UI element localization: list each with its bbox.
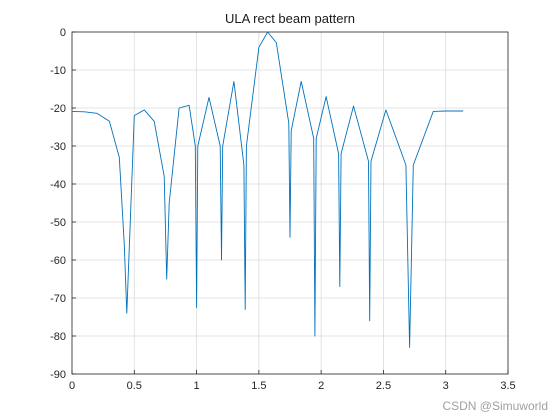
x-tick-label: 1 bbox=[194, 380, 200, 392]
y-tick-label: -90 bbox=[50, 369, 66, 381]
y-tick-label: -60 bbox=[50, 255, 66, 267]
y-tick-label: 0 bbox=[60, 27, 66, 39]
y-tick-label: -40 bbox=[50, 179, 66, 191]
x-tick-label: 2.5 bbox=[376, 380, 391, 392]
y-tick-label: -80 bbox=[50, 331, 66, 343]
y-tick-label: -10 bbox=[50, 65, 66, 77]
y-tick-label: -30 bbox=[50, 141, 66, 153]
ticks: 0 0.5 1 1.5 2 2.5 3 3.5 0 -10 -20 -30 -40 -50 -60 -70 -8… bbox=[50, 27, 516, 392]
chart-title: ULA rect beam pattern bbox=[225, 11, 355, 26]
x-tick-label: 0 bbox=[69, 380, 75, 392]
watermark: CSDN @Simuworld bbox=[442, 399, 548, 413]
y-tick-label: -70 bbox=[50, 293, 66, 305]
axes-box bbox=[71, 31, 509, 375]
y-tick-label: -50 bbox=[50, 217, 66, 229]
x-tick-label: 1.5 bbox=[251, 380, 266, 392]
beam-pattern-line bbox=[71, 31, 464, 348]
series bbox=[71, 31, 464, 348]
x-tick-label: 3.5 bbox=[500, 380, 515, 392]
x-tick-label: 0.5 bbox=[127, 380, 142, 392]
x-tick-label: 3 bbox=[443, 380, 449, 392]
y-tick-label: -20 bbox=[50, 103, 66, 115]
x-tick-label: 2 bbox=[318, 380, 324, 392]
